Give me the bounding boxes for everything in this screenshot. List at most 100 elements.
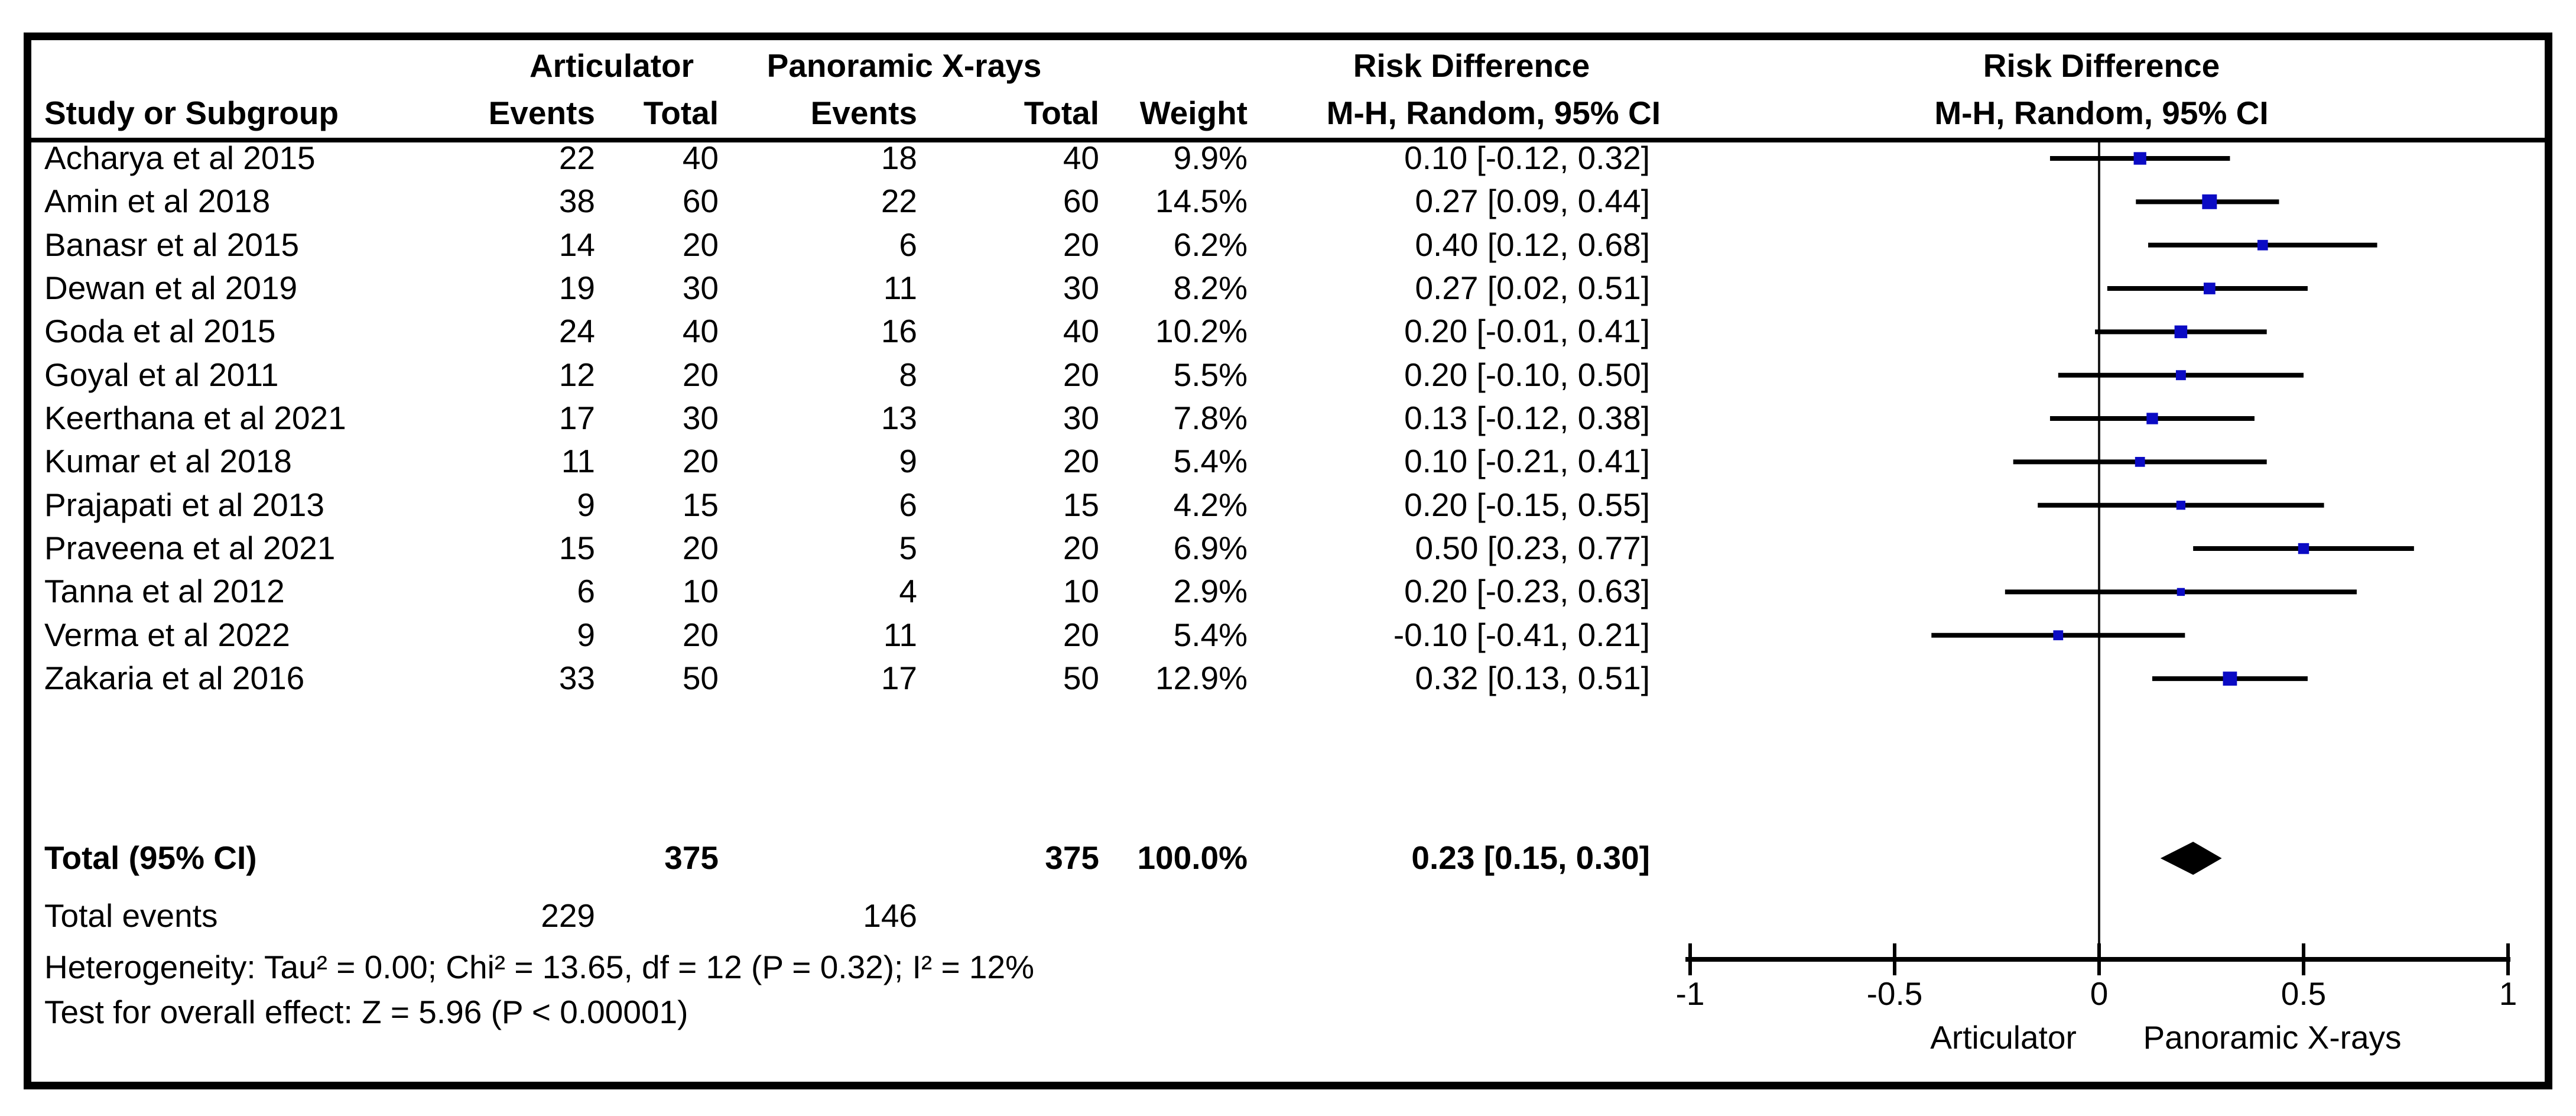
articulator-events-cell: 33	[558, 660, 595, 697]
summary-diamond	[2160, 842, 2222, 875]
weight-cell: 14.5%	[1155, 183, 1248, 220]
heterogeneity-statistics: Heterogeneity: Tau² = 0.00; Chi² = 13.65…	[44, 949, 1034, 986]
column-group-risk-difference: Risk Difference	[1353, 47, 1590, 85]
weight-cell: 12.9%	[1155, 660, 1248, 697]
study-label: Prajapati et al 2013	[44, 486, 324, 523]
study-point-marker	[2298, 543, 2309, 554]
articulator-total-cell: 60	[682, 183, 719, 220]
study-label: Amin et al 2018	[44, 183, 271, 220]
panoramic-total-cell: 20	[1063, 616, 1099, 653]
articulator-events-cell: 11	[561, 443, 595, 480]
panoramic-events-cell: 9	[899, 443, 917, 480]
overall-effect-test: Test for overall effect: Z = 5.96 (P < 0…	[44, 994, 688, 1031]
study-point-marker	[2174, 325, 2188, 339]
panoramic-events-cell: 18	[881, 140, 917, 177]
x-axis-tick-label: 1	[2499, 975, 2517, 1013]
column-group-articulator: Articulator	[529, 47, 694, 85]
study-label: Goda et al 2015	[44, 313, 276, 350]
total-ci-cell: 0.23 [0.15, 0.30]	[1411, 839, 1650, 877]
study-point-marker	[2175, 370, 2186, 381]
favours-right-label: Panoramic X-rays	[2143, 1019, 2402, 1056]
panoramic-events-header: Events	[810, 95, 917, 132]
study-point-marker	[2053, 630, 2064, 641]
articulator-total-cell: 20	[682, 530, 719, 567]
plot-title-risk-difference: Risk Difference	[1983, 47, 2220, 85]
total-events-articulator-cell: 229	[541, 897, 595, 935]
articulator-events-cell: 19	[558, 270, 595, 307]
study-point-marker	[2133, 152, 2146, 165]
study-label: Verma et al 2022	[44, 616, 290, 653]
risk-difference-ci-cell: 0.20 [-0.15, 0.55]	[1404, 486, 1650, 523]
study-label: Banasr et al 2015	[44, 226, 300, 263]
column-group-panoramic: Panoramic X-rays	[766, 47, 1042, 85]
weight-column-header: Weight	[1139, 95, 1248, 132]
effect-method-header: M-H, Random, 95% CI	[1326, 95, 1661, 132]
articulator-total-cell: 40	[682, 313, 719, 350]
articulator-events-cell: 38	[558, 183, 595, 220]
articulator-events-cell: 15	[558, 530, 595, 567]
panoramic-total-cell: 40	[1063, 140, 1099, 177]
risk-difference-ci-cell: -0.10 [-0.41, 0.21]	[1393, 616, 1650, 653]
articulator-events-cell: 9	[577, 486, 595, 523]
articulator-total-cell: 20	[682, 226, 719, 263]
articulator-total-cell: 10	[682, 573, 719, 610]
risk-difference-ci-cell: 0.27 [0.09, 0.44]	[1415, 183, 1650, 220]
risk-difference-ci-cell: 0.13 [-0.12, 0.38]	[1404, 400, 1650, 437]
total-articulator-cell: 375	[664, 839, 719, 877]
articulator-total-cell: 15	[682, 486, 719, 523]
panoramic-events-cell: 6	[899, 226, 917, 263]
plot-method-header: M-H, Random, 95% CI	[1934, 95, 2269, 132]
articulator-events-cell: 12	[558, 356, 595, 393]
study-label: Zakaria et al 2016	[44, 660, 305, 697]
study-label: Tanna et al 2012	[44, 573, 285, 610]
panoramic-total-cell: 20	[1063, 356, 1099, 393]
risk-difference-ci-cell: 0.20 [-0.10, 0.50]	[1404, 356, 1650, 393]
panoramic-events-cell: 11	[883, 270, 917, 307]
articulator-events-cell: 24	[558, 313, 595, 350]
total-events-panoramic-cell: 146	[863, 897, 917, 935]
weight-cell: 4.2%	[1173, 486, 1248, 523]
study-point-marker	[2203, 283, 2216, 294]
study-label: Goyal et al 2011	[44, 356, 279, 393]
articulator-events-cell: 22	[558, 140, 595, 177]
articulator-events-cell: 9	[577, 616, 595, 653]
panoramic-total-cell: 20	[1063, 530, 1099, 567]
x-axis-tick-label: 0	[2090, 975, 2109, 1013]
weight-cell: 8.2%	[1173, 270, 1248, 307]
panoramic-total-cell: 20	[1063, 443, 1099, 480]
weight-cell: 5.5%	[1173, 356, 1248, 393]
x-axis-tick-label: -0.5	[1866, 975, 1923, 1013]
study-label: Kumar et al 2018	[44, 443, 292, 480]
panoramic-events-cell: 22	[881, 183, 917, 220]
panoramic-events-cell: 4	[899, 573, 917, 610]
articulator-events-header: Events	[488, 95, 595, 132]
risk-difference-ci-cell: 0.10 [-0.12, 0.32]	[1404, 140, 1650, 177]
header-separator-line	[31, 138, 2545, 142]
articulator-total-cell: 20	[682, 616, 719, 653]
study-point-marker	[2202, 194, 2217, 209]
panoramic-events-cell: 17	[881, 660, 917, 697]
panoramic-events-cell: 11	[883, 616, 917, 653]
risk-difference-ci-cell: 0.20 [-0.23, 0.63]	[1404, 573, 1650, 610]
articulator-total-header: Total	[643, 95, 719, 132]
study-label: Praveena et al 2021	[44, 530, 336, 567]
study-point-marker	[2257, 239, 2268, 251]
risk-difference-ci-cell: 0.20 [-0.01, 0.41]	[1404, 313, 1650, 350]
total-weight-cell: 100.0%	[1137, 839, 1248, 877]
articulator-events-cell: 14	[558, 226, 595, 263]
risk-difference-ci-cell: 0.10 [-0.21, 0.41]	[1404, 443, 1650, 480]
panoramic-total-cell: 30	[1063, 400, 1099, 437]
articulator-events-cell: 6	[577, 573, 595, 610]
articulator-total-cell: 50	[682, 660, 719, 697]
weight-cell: 5.4%	[1173, 616, 1248, 653]
study-point-marker	[2146, 413, 2158, 424]
weight-cell: 9.9%	[1173, 140, 1248, 177]
articulator-total-cell: 30	[682, 400, 719, 437]
panoramic-total-cell: 15	[1063, 486, 1099, 523]
study-column-header: Study or Subgroup	[44, 95, 339, 132]
risk-difference-ci-cell: 0.27 [0.02, 0.51]	[1415, 270, 1650, 307]
articulator-total-cell: 30	[682, 270, 719, 307]
total-panoramic-cell: 375	[1045, 839, 1099, 877]
